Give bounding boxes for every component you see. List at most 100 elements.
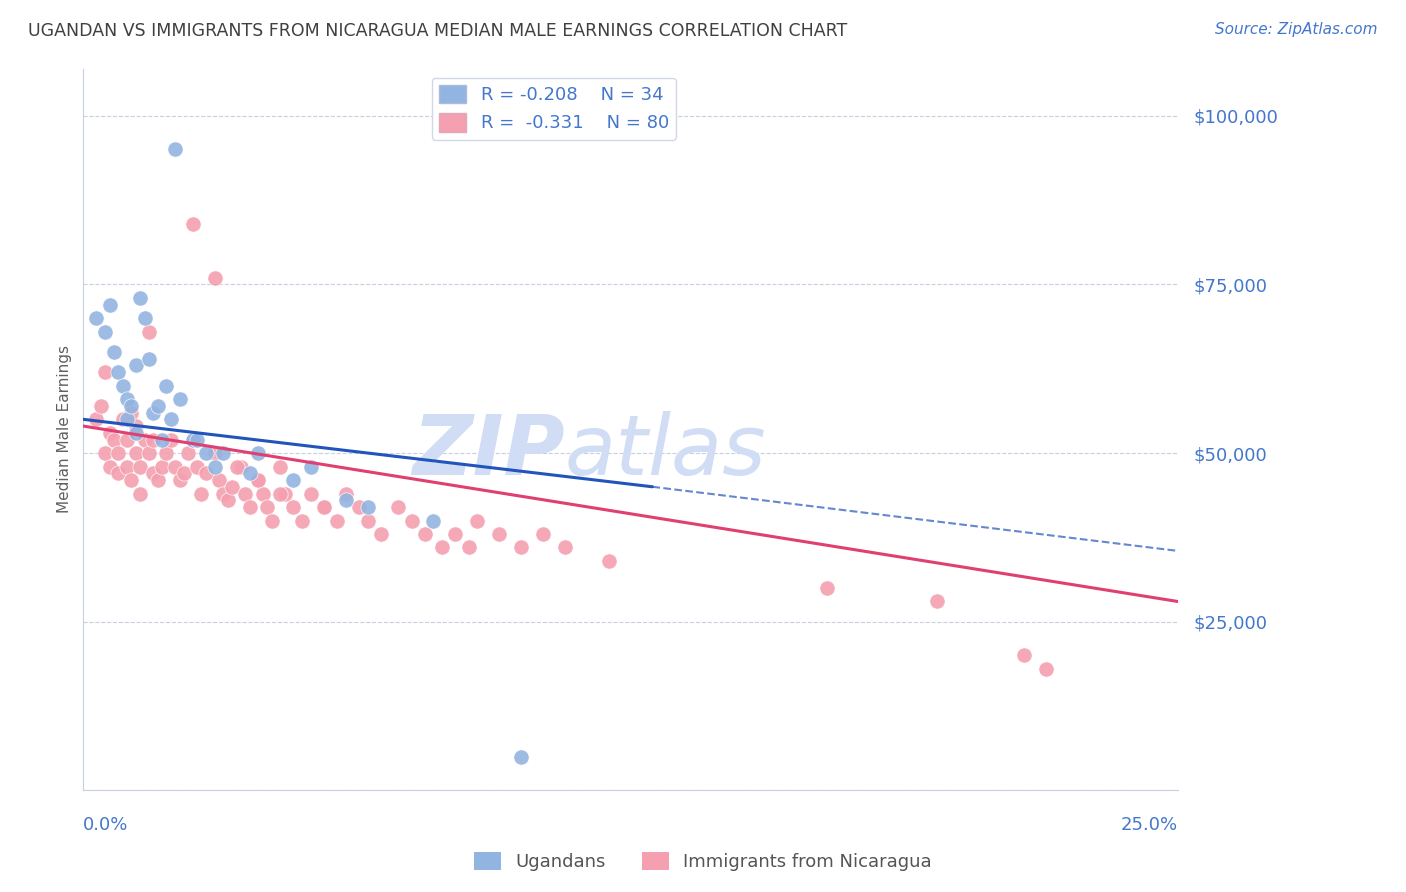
Point xyxy=(247,473,270,487)
Point xyxy=(598,554,620,568)
Point xyxy=(86,412,108,426)
Point xyxy=(204,270,226,285)
Point xyxy=(217,493,239,508)
Point xyxy=(134,311,156,326)
Point xyxy=(229,459,252,474)
Point xyxy=(98,425,121,440)
Point xyxy=(247,446,270,460)
Point xyxy=(169,473,191,487)
Point xyxy=(239,467,262,481)
Point xyxy=(335,493,357,508)
Point xyxy=(212,486,235,500)
Point xyxy=(326,514,349,528)
Point xyxy=(120,406,142,420)
Point xyxy=(387,500,409,514)
Point xyxy=(86,311,108,326)
Point xyxy=(1035,662,1057,676)
Point xyxy=(186,433,208,447)
Legend: Ugandans, Immigrants from Nicaragua: Ugandans, Immigrants from Nicaragua xyxy=(467,845,939,879)
Point xyxy=(817,581,839,595)
Point xyxy=(173,467,195,481)
Point xyxy=(194,467,217,481)
Point xyxy=(299,459,322,474)
Point xyxy=(233,486,256,500)
Point xyxy=(194,446,217,460)
Point xyxy=(510,541,533,555)
Point xyxy=(221,480,243,494)
Point xyxy=(94,325,117,339)
Point xyxy=(225,459,247,474)
Point xyxy=(204,459,226,474)
Point xyxy=(401,514,423,528)
Point xyxy=(177,446,200,460)
Point xyxy=(190,486,212,500)
Point xyxy=(142,467,165,481)
Point xyxy=(115,433,138,447)
Point xyxy=(138,446,160,460)
Point xyxy=(150,459,173,474)
Point xyxy=(181,433,204,447)
Point xyxy=(291,514,314,528)
Point xyxy=(150,433,173,447)
Point xyxy=(138,351,160,366)
Point xyxy=(370,527,392,541)
Legend: R = -0.208    N = 34, R =  -0.331    N = 80: R = -0.208 N = 34, R = -0.331 N = 80 xyxy=(432,78,676,140)
Text: UGANDAN VS IMMIGRANTS FROM NICARAGUA MEDIAN MALE EARNINGS CORRELATION CHART: UGANDAN VS IMMIGRANTS FROM NICARAGUA MED… xyxy=(28,22,848,40)
Point xyxy=(335,486,357,500)
Point xyxy=(94,446,117,460)
Point xyxy=(165,459,187,474)
Point xyxy=(103,344,125,359)
Point xyxy=(283,473,305,487)
Point xyxy=(488,527,510,541)
Point xyxy=(142,433,165,447)
Point xyxy=(422,514,444,528)
Point xyxy=(239,500,262,514)
Point xyxy=(125,359,148,373)
Point xyxy=(120,399,142,413)
Point xyxy=(357,514,380,528)
Point xyxy=(115,459,138,474)
Point xyxy=(125,446,148,460)
Y-axis label: Median Male Earnings: Median Male Earnings xyxy=(58,345,72,514)
Point xyxy=(94,365,117,379)
Point xyxy=(142,406,165,420)
Point xyxy=(181,433,204,447)
Point xyxy=(90,399,112,413)
Point xyxy=(260,514,283,528)
Point xyxy=(413,527,436,541)
Point xyxy=(98,298,121,312)
Point xyxy=(204,446,226,460)
Point xyxy=(444,527,467,541)
Point xyxy=(111,412,134,426)
Point xyxy=(120,473,142,487)
Point xyxy=(269,459,291,474)
Point xyxy=(169,392,191,406)
Point xyxy=(181,217,204,231)
Point xyxy=(111,378,134,392)
Point xyxy=(165,143,187,157)
Point xyxy=(357,500,380,514)
Point xyxy=(155,446,177,460)
Point xyxy=(247,473,270,487)
Point xyxy=(252,486,274,500)
Point xyxy=(98,459,121,474)
Point xyxy=(115,412,138,426)
Point xyxy=(465,514,488,528)
Point xyxy=(146,473,169,487)
Point xyxy=(554,541,576,555)
Point xyxy=(273,486,295,500)
Point xyxy=(531,527,554,541)
Text: Source: ZipAtlas.com: Source: ZipAtlas.com xyxy=(1215,22,1378,37)
Point xyxy=(107,365,129,379)
Point xyxy=(312,500,335,514)
Point xyxy=(134,433,156,447)
Point xyxy=(256,500,278,514)
Point xyxy=(129,459,152,474)
Point xyxy=(925,594,948,608)
Point xyxy=(186,459,208,474)
Point xyxy=(457,541,479,555)
Point xyxy=(212,446,235,460)
Point xyxy=(103,433,125,447)
Point xyxy=(107,446,129,460)
Point xyxy=(138,325,160,339)
